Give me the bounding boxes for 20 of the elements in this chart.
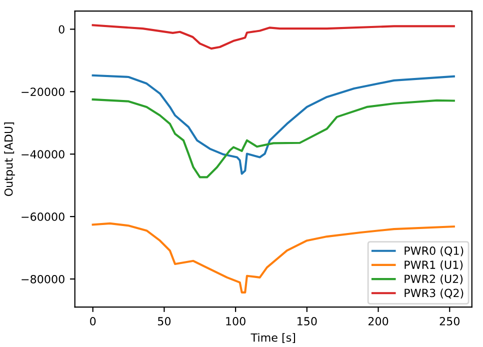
line-series [92,74,455,175]
y-tick-label: −20000 [22,88,64,96]
y-tick-label: −80000 [22,274,64,284]
x-tick-label: 0 [90,317,96,326]
y-tick-label: 0 [58,25,64,34]
x-tick-label: 200 [368,317,388,326]
x-tick-label: 100 [226,317,246,326]
y-tick-label: −40000 [22,150,64,158]
legend-label: PWR1 (U1) [404,260,463,270]
line-series [92,24,455,50]
x-axis-title: Time [s] [250,333,296,344]
legend-label: PWR0 (Q1) [404,246,464,256]
legend-label: PWR2 (U2) [404,274,463,284]
line-series [92,98,455,178]
x-tick-label: 250 [440,317,460,326]
y-axis-title: Output [ADU] [4,122,15,196]
y-tick-label: −60000 [22,212,64,221]
x-tick-label: 50 [158,317,171,326]
x-tick-label: 150 [298,317,317,326]
legend-label: PWR3 (Q2) [404,288,464,298]
